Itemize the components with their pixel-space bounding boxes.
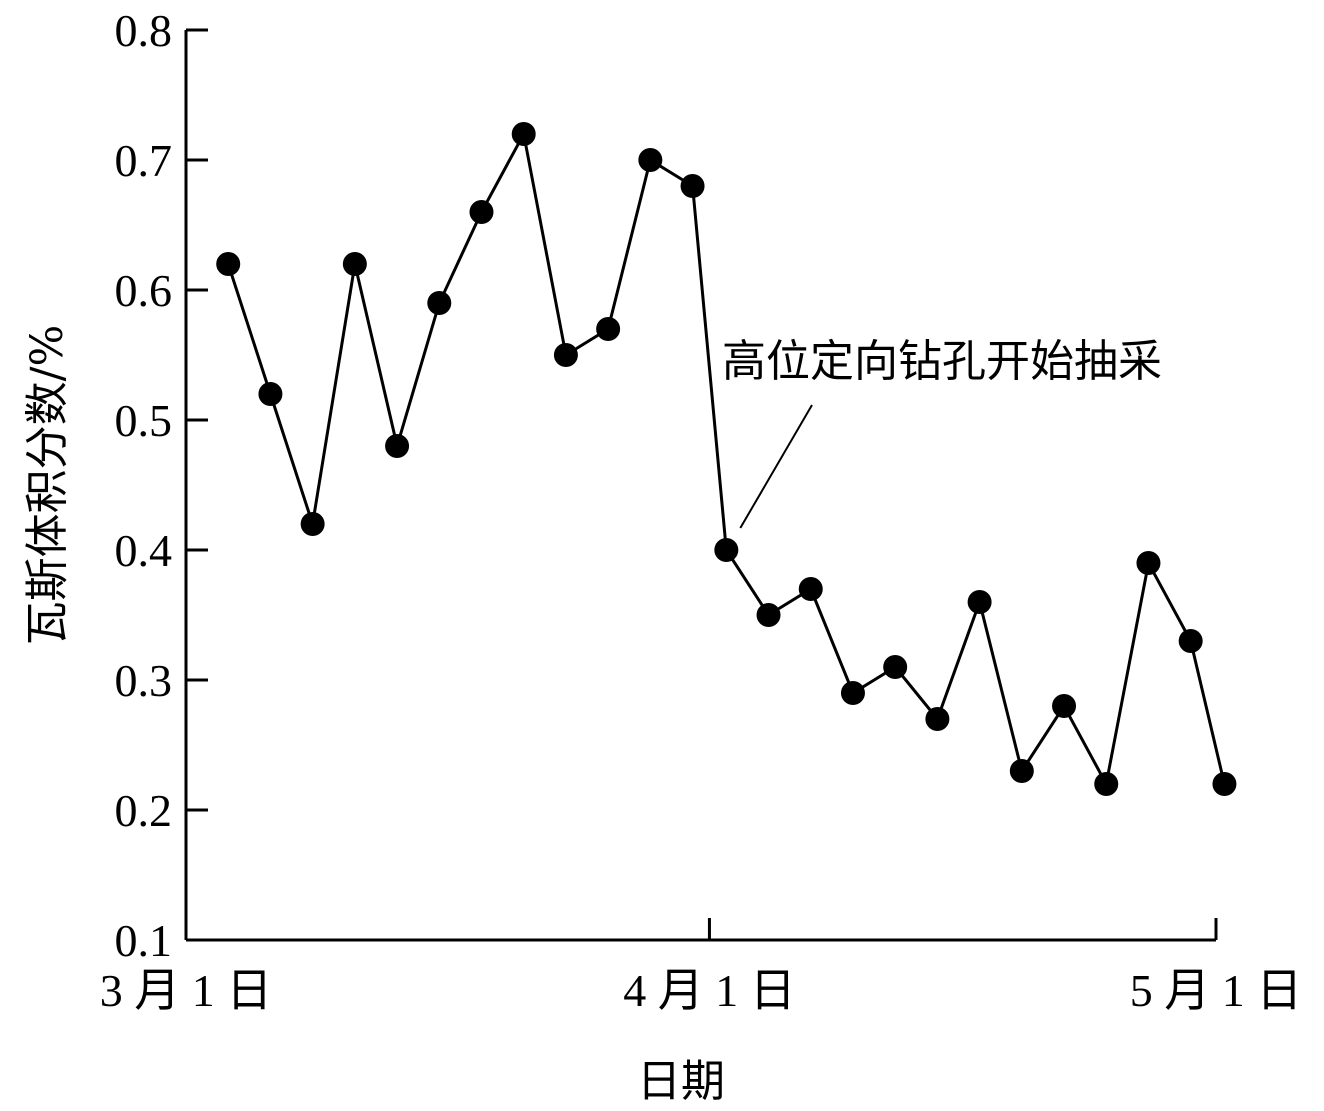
- x-tick-label: 5 月 1 日: [1130, 965, 1303, 1016]
- y-tick-label: 0.6: [115, 265, 173, 316]
- data-point: [385, 434, 410, 458]
- data-point: [469, 200, 494, 224]
- x-tick-label: 3 月 1 日: [100, 965, 273, 1016]
- data-point: [925, 707, 950, 731]
- data-point: [1136, 551, 1161, 575]
- y-tick-label: 0.2: [115, 785, 173, 836]
- annotation: 高位定向钻孔开始抽采: [722, 336, 1162, 529]
- y-tick-label: 0.4: [115, 525, 173, 576]
- y-tick-label: 0.1: [115, 915, 173, 966]
- x-axis-title: 日期: [637, 1056, 725, 1107]
- series-line-group: [226, 129, 1226, 789]
- data-point: [840, 681, 865, 705]
- data-point: [596, 317, 621, 341]
- data-point: [1094, 772, 1119, 796]
- y-tick-label: 0.5: [115, 395, 173, 446]
- data-point: [1052, 694, 1077, 718]
- data-point: [553, 343, 578, 367]
- y-tick-label: 0.3: [115, 655, 173, 706]
- data-point: [300, 512, 325, 536]
- data-point: [798, 577, 823, 601]
- data-point: [258, 382, 283, 406]
- data-point: [756, 603, 781, 627]
- y-tick-label: 0.7: [115, 135, 173, 186]
- y-axis-ticks: 0.1 0.2 0.3 0.4 0.5 0.6 0.7 0.8: [115, 5, 208, 966]
- data-point: [511, 122, 536, 146]
- data-point: [342, 252, 367, 276]
- data-point: [967, 590, 992, 614]
- y-tick-label: 0.8: [115, 5, 173, 56]
- series-line: [226, 129, 1226, 789]
- axis-titles: 日期 瓦斯体积分数/%: [22, 325, 725, 1107]
- data-point: [1009, 759, 1034, 783]
- data-points: [216, 122, 1237, 796]
- data-point: [1178, 629, 1203, 653]
- x-axis-ticks: 3 月 1 日 4 月 1 日 5 月 1 日: [100, 918, 1303, 1016]
- data-point: [680, 174, 705, 198]
- y-axis-title: 瓦斯体积分数/%: [22, 325, 73, 646]
- data-point: [883, 655, 908, 679]
- x-tick-label: 4 月 1 日: [623, 965, 796, 1016]
- data-point: [638, 148, 663, 172]
- data-point: [1212, 772, 1237, 796]
- annotation-text: 高位定向钻孔开始抽采: [722, 336, 1162, 387]
- annotation-leader-line: [739, 404, 813, 529]
- data-point: [714, 538, 739, 562]
- axes: [184, 30, 1216, 942]
- data-point: [216, 252, 241, 276]
- data-point: [427, 291, 452, 315]
